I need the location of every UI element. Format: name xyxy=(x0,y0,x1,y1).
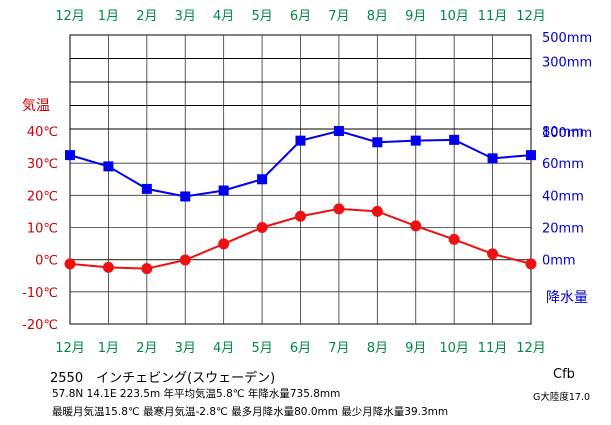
station-name: 2550 インチェビング(スウェーデン) xyxy=(50,371,276,386)
month-label-top: 7月 xyxy=(328,9,349,24)
month-label-bottom: 3月 xyxy=(175,341,196,356)
precip-upper-tick-label: 100mm xyxy=(542,126,592,141)
temperature-point xyxy=(218,238,230,250)
temperature-tick-label: 0℃ xyxy=(35,254,58,269)
temperature-point xyxy=(525,258,537,270)
precipitation-point xyxy=(141,183,152,194)
precipitation-point xyxy=(103,161,114,172)
continentality-index: G大陸度17.0 xyxy=(533,392,591,403)
temperature-point xyxy=(256,222,268,233)
chart-labels: 12月 12月 1月 1月 2月 2月 3月 3月 4月 4月 5月 5月 6月 6月 7月 7月 8月 8月 9月… xyxy=(22,9,592,356)
precipitation-point xyxy=(180,191,191,202)
temperature-tick-label: -10℃ xyxy=(22,286,58,301)
month-label-top: 3月 xyxy=(175,9,196,24)
temperature-point xyxy=(64,258,76,270)
month-label-top: 5月 xyxy=(251,9,272,24)
precipitation-point xyxy=(526,150,536,161)
temperature-tick-label: 20℃ xyxy=(27,189,58,204)
precipitation-point xyxy=(65,150,75,161)
temperature-point xyxy=(487,248,499,260)
precipitation-point xyxy=(372,137,383,148)
month-label-bottom: 8月 xyxy=(367,341,388,356)
precipitation-axis-title: 降水量 xyxy=(546,290,588,306)
precipitation-point xyxy=(410,135,421,146)
temperature-point xyxy=(141,263,153,275)
precip-tick-label: 60mm xyxy=(542,157,584,172)
month-label-bottom: 10月 xyxy=(439,341,469,356)
month-label-bottom: 11月 xyxy=(478,341,508,356)
temperature-tick-label: 10℃ xyxy=(27,222,58,237)
temperature-point xyxy=(102,261,114,273)
month-label-bottom: 12月 xyxy=(55,341,85,356)
month-label-bottom: 4月 xyxy=(213,341,234,356)
precip-upper-tick-label: 300mm xyxy=(542,56,592,71)
temperature-point xyxy=(333,203,345,215)
precipitation-point xyxy=(333,126,344,136)
station-details: 57.8N 14.1E 223.5m 年平均気温5.8℃ 年降水量735.8mm xyxy=(52,388,341,400)
precipitation-point xyxy=(449,134,460,145)
precipitation-point xyxy=(295,135,306,146)
month-label-top: 11月 xyxy=(478,9,508,24)
precipitation-point xyxy=(257,174,268,185)
month-label-top: 2月 xyxy=(136,9,157,24)
precip-tick-label: 20mm xyxy=(542,222,584,237)
precip-tick-label: 40mm xyxy=(542,189,584,204)
month-label-bottom: 7月 xyxy=(328,341,349,356)
temperature-point xyxy=(179,254,191,266)
temperature-tick-label: 40℃ xyxy=(27,125,58,140)
temperature-point xyxy=(448,233,460,245)
month-label-top: 1月 xyxy=(98,9,119,24)
station-extremes: 最暖月気温15.8℃ 最寒月気温-2.8℃ 最多月降水量80.0mm 最少月降水… xyxy=(52,406,449,418)
temperature-tick-label: 30℃ xyxy=(27,157,58,172)
temperature-point xyxy=(410,220,422,232)
precipitation-point xyxy=(487,153,498,164)
month-label-bottom: 2月 xyxy=(136,341,157,356)
month-label-top: 6月 xyxy=(290,9,311,24)
month-label-bottom: 6月 xyxy=(290,341,311,356)
precip-upper-tick-label: 500mm xyxy=(542,31,592,46)
month-label-top: 10月 xyxy=(439,9,469,24)
month-label-top: 4月 xyxy=(213,9,234,24)
chart-series xyxy=(64,126,537,275)
temperature-tick-label: -20℃ xyxy=(22,318,58,333)
month-label-top: 8月 xyxy=(367,9,388,24)
month-label-bottom: 1月 xyxy=(98,341,119,356)
climate-classification: Cfb xyxy=(553,367,575,382)
temperature-point xyxy=(295,210,306,222)
month-label-bottom: 9月 xyxy=(405,341,426,356)
precip-tick-label: 80mm xyxy=(542,125,584,140)
month-label-top: 12月 xyxy=(55,9,85,24)
temperature-point xyxy=(371,205,383,217)
month-label-top: 9月 xyxy=(405,9,426,24)
temperature-axis-title: 気温 xyxy=(22,98,50,114)
precipitation-point xyxy=(218,185,229,196)
month-label-bottom: 12月 xyxy=(516,341,546,356)
month-label-top: 12月 xyxy=(516,9,546,24)
chart-grid xyxy=(69,34,532,325)
precip-tick-label: 0mm xyxy=(542,254,576,269)
month-label-bottom: 5月 xyxy=(251,341,272,356)
